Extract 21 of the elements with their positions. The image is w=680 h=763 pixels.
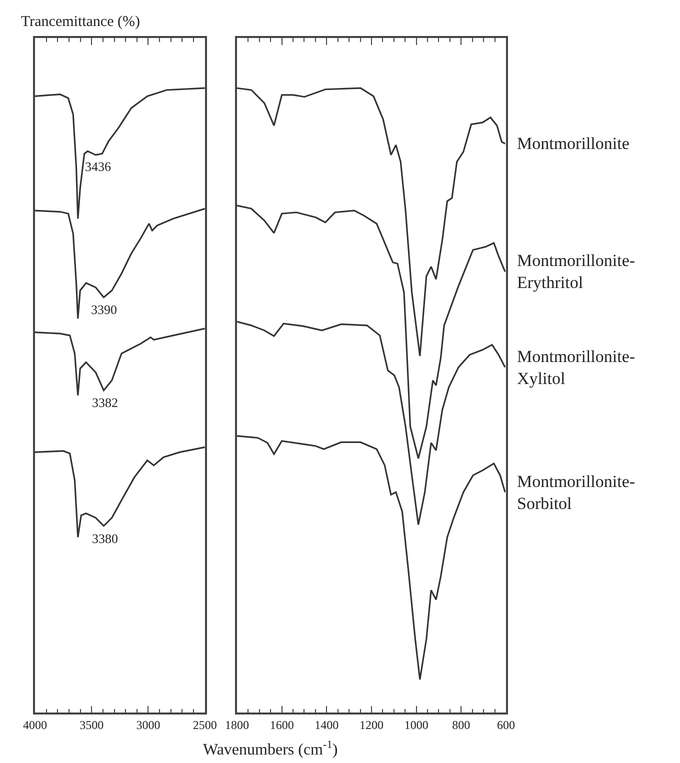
series-label: Montmorillonite-Xylitol [517, 347, 636, 388]
x-tick-label: 1000 [404, 718, 428, 732]
x-tick-label: 600 [496, 718, 515, 732]
y-axis-title: Trancemittance (%) [21, 14, 140, 30]
x-tick-label: 1800 [225, 718, 250, 732]
x-tick-label: 3500 [80, 718, 104, 732]
annotation: 3380 [92, 531, 118, 546]
x-tick-label: 1400 [314, 718, 339, 732]
series-label: Montmorillonite-Sorbitol [517, 472, 636, 514]
x-tick-label: 2500 [192, 718, 217, 732]
x-tick-label: 3000 [136, 718, 160, 732]
x-tick-label: 800 [452, 718, 470, 732]
series-label: Montmorillonite [517, 134, 630, 153]
annotation: 3382 [92, 395, 118, 410]
x-axis-title: Wavenumbers (cm$^{-1}$) [203, 739, 338, 759]
x-tick-label: 1200 [359, 718, 384, 732]
series-label: Montmorillonite-Erythritol [517, 251, 636, 292]
annotation: 3436 [85, 159, 112, 174]
x-tick-label: 4000 [22, 718, 47, 732]
x-tick-label: 1600 [270, 718, 294, 732]
annotation: 3390 [91, 302, 117, 317]
